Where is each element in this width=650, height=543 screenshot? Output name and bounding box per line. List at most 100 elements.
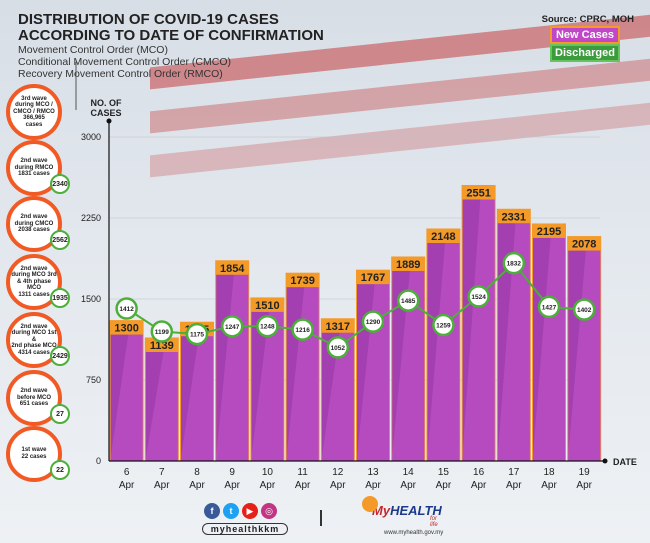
bar-cap: [110, 320, 144, 335]
x-tick-day: 18: [543, 467, 555, 478]
wave-text: 3rd wave during MCO / CMCO / RMCO 366,96…: [13, 95, 55, 128]
bar-cap: [497, 209, 531, 224]
bar-shade: [391, 270, 425, 461]
bar-value-label: 1889: [396, 259, 420, 271]
discharged-value-label: 1402: [577, 307, 592, 314]
footer-divider: [320, 510, 322, 526]
discharged-value-label: 1199: [155, 329, 169, 336]
bar-shade: [462, 199, 496, 461]
instagram-icon[interactable]: ◎: [261, 503, 277, 519]
wave-text: 2nd wave during CMCO 2038 cases: [14, 214, 54, 234]
bar-cap: [391, 256, 425, 271]
x-tick-day: 8: [194, 467, 200, 478]
x-tick-day: 6: [124, 467, 130, 478]
bar-value-label: 1510: [255, 300, 279, 312]
header: DISTRIBUTION OF COVID-19 CASES ACCORDING…: [18, 12, 324, 81]
bar-value-label: 2078: [572, 239, 596, 251]
discharged-value-label: 1412: [119, 306, 134, 313]
subtitle-cmco: Conditional Movement Control Order (CMCO…: [18, 56, 231, 68]
logo-tagline: for life: [430, 516, 438, 528]
x-tick-day: 11: [297, 467, 308, 478]
y-axis-end-dot: [106, 118, 112, 124]
social-handle[interactable]: myhealthkkm: [202, 523, 288, 535]
bar-shade: [110, 334, 144, 461]
x-tick-month: Apr: [506, 480, 522, 491]
bar-value-label: 1300: [114, 323, 138, 335]
discharged-value-label: 1259: [436, 323, 451, 330]
twitter-icon[interactable]: t: [223, 503, 239, 519]
discharged-point: [572, 298, 596, 321]
discharged-value-label: 1427: [542, 304, 557, 311]
discharged-point: [220, 315, 244, 338]
bar-cap: [286, 273, 320, 288]
wave-badge: 27: [50, 404, 70, 424]
y-axis-label-line1: NO. OF: [91, 98, 123, 108]
myhealth-logo: MyHEALTH for life www.myhealth.gov.my: [362, 496, 443, 536]
bar-shade: [180, 336, 214, 461]
youtube-icon[interactable]: ▶: [242, 503, 258, 519]
discharged-point: [185, 322, 209, 346]
x-tick-day: 9: [229, 467, 235, 478]
x-tick-day: 10: [262, 467, 274, 478]
x-tick-day: 7: [159, 467, 165, 478]
discharged-point: [150, 320, 174, 343]
bar-value-label: 2551: [466, 187, 490, 199]
bar-cap: [532, 223, 566, 238]
x-tick-day: 16: [473, 467, 485, 478]
discharged-point: [326, 336, 350, 359]
y-axis-label-line2: CASES: [90, 108, 121, 118]
x-axis-label: DATE: [613, 457, 637, 467]
wave-text: 2nd wave before MCO 651 cases: [16, 388, 51, 408]
x-tick-month: Apr: [330, 480, 346, 491]
x-tick-month: Apr: [295, 480, 311, 491]
title-line2: ACCORDING TO DATE OF CONFIRMATION: [18, 27, 324, 44]
x-tick-month: Apr: [224, 480, 240, 491]
x-tick-month: Apr: [471, 480, 487, 491]
facebook-icon[interactable]: f: [204, 503, 220, 519]
bars: 1300113912851854151017391317176718892148…: [109, 184, 602, 462]
bar-value-label: 2148: [431, 231, 455, 243]
bar-shade: [250, 311, 284, 461]
discharged-value-label: 1832: [507, 261, 522, 268]
subtitle-rmco: Recovery Movement Control Order (RMCO): [18, 68, 223, 80]
discharged-value-label: 1052: [331, 345, 346, 352]
bar-shade: [321, 332, 355, 461]
wave-badge: 2429: [50, 346, 70, 366]
wave-badge: 22: [50, 460, 70, 480]
discharged-value-label: 1175: [190, 332, 204, 339]
x-tick-month: Apr: [365, 480, 381, 491]
wave-circle: 2nd wave before MCO 651 cases: [6, 370, 62, 426]
wave-badge: 2340: [50, 174, 70, 194]
wave-text: 1st wave 22 cases: [21, 447, 47, 460]
wave-text: 2nd wave during MCO 1st & 2nd phase MCO …: [11, 323, 57, 356]
y-tick-label: 0: [96, 456, 101, 466]
y-tick-label: 3000: [81, 132, 101, 142]
y-tick-label: 1500: [81, 294, 101, 304]
bar-shade: [145, 351, 179, 461]
discharged-point: [396, 289, 420, 312]
bar-cap: [462, 185, 496, 200]
x-tick-month: Apr: [576, 480, 592, 491]
bar-shade: [532, 237, 566, 461]
bar-cap: [145, 337, 179, 352]
wave-circle: 2nd wave during CMCO 2038 cases: [6, 196, 62, 252]
bar-cap: [250, 297, 284, 312]
bar-value-label: 1854: [220, 263, 245, 275]
wave-badge: 1935: [50, 288, 70, 308]
discharged-point: [502, 251, 526, 275]
x-tick-day: 15: [438, 467, 450, 478]
x-tick-month: Apr: [436, 480, 452, 491]
x-tick-day: 14: [403, 467, 415, 478]
bar-value-label: 1767: [361, 272, 385, 284]
social-icons: f t ▶ ◎: [204, 503, 277, 519]
discharged-point: [537, 295, 561, 319]
bar-cap: [215, 260, 249, 275]
bar-value-label: 1139: [150, 340, 174, 352]
x-tick-month: Apr: [189, 480, 205, 491]
x-tick-day: 19: [579, 467, 591, 478]
discharged-point: [432, 313, 455, 337]
logo-emblem-icon: [362, 496, 378, 512]
legend-new-cases: New Cases: [550, 26, 620, 44]
x-tick-month: Apr: [541, 480, 557, 491]
